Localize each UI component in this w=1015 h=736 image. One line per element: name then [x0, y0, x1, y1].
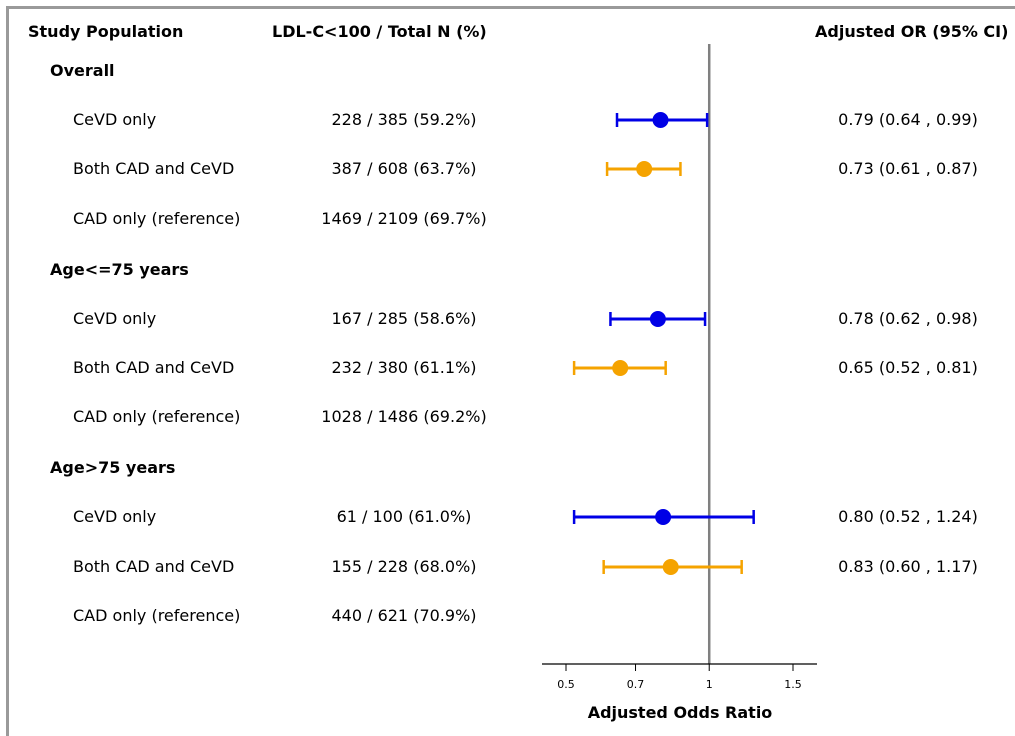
or-point	[655, 509, 672, 525]
or-point	[649, 311, 666, 327]
row-count: 155 / 228 (68.0%)	[331, 557, 477, 576]
row-or-text: 0.78 (0.62 , 0.98)	[838, 309, 978, 328]
row-label: Both CAD and CeVD	[73, 557, 235, 576]
row-label: CeVD only	[73, 507, 157, 526]
row-or-text: 0.83 (0.60 , 1.17)	[838, 557, 978, 576]
row-or-text: 0.73 (0.61 , 0.87)	[838, 159, 978, 178]
row-count: 232 / 380 (61.1%)	[331, 358, 477, 377]
row-count: 387 / 608 (63.7%)	[331, 159, 477, 178]
row-label: Both CAD and CeVD	[73, 159, 235, 178]
header-study-population: Study Population	[28, 22, 184, 41]
row-label: CeVD only	[73, 309, 157, 328]
x-tick-label: 0.5	[557, 678, 575, 691]
header-counts: LDL-C<100 / Total N (%)	[272, 22, 487, 41]
row-or-text: 0.65 (0.52 , 0.81)	[838, 358, 978, 377]
row-count: 61 / 100 (61.0%)	[336, 507, 472, 526]
or-point	[662, 559, 679, 575]
chart-frame	[6, 6, 1015, 736]
group-title-age-gt-75: Age>75 years	[50, 458, 176, 477]
row-or-text: 0.80 (0.52 , 1.24)	[838, 507, 978, 526]
row-label: CeVD only	[73, 110, 157, 129]
row-label: CAD only (reference)	[73, 209, 241, 228]
row-count: 440 / 621 (70.9%)	[331, 606, 477, 625]
or-point	[636, 161, 653, 177]
header-adjusted-or: Adjusted OR (95% CI)	[815, 22, 1009, 41]
x-tick-label: 1.5	[784, 678, 802, 691]
row-count: 228 / 385 (59.2%)	[331, 110, 477, 129]
group-title-age-le-75: Age<=75 years	[50, 260, 189, 279]
row-count: 1469 / 2109 (69.7%)	[321, 209, 487, 228]
or-point	[652, 112, 669, 128]
x-tick-label: 0.7	[627, 678, 645, 691]
row-or-text: 0.79 (0.64 , 0.99)	[838, 110, 978, 129]
row-count: 1028 / 1486 (69.2%)	[321, 407, 487, 426]
or-point	[612, 360, 629, 376]
group-title-overall: Overall	[50, 61, 115, 80]
row-label: CAD only (reference)	[73, 606, 241, 625]
x-axis-title: Adjusted Odds Ratio	[588, 703, 773, 722]
row-label: Both CAD and CeVD	[73, 358, 235, 377]
row-count: 167 / 285 (58.6%)	[331, 309, 477, 328]
row-label: CAD only (reference)	[73, 407, 241, 426]
x-tick-label: 1	[706, 678, 713, 691]
